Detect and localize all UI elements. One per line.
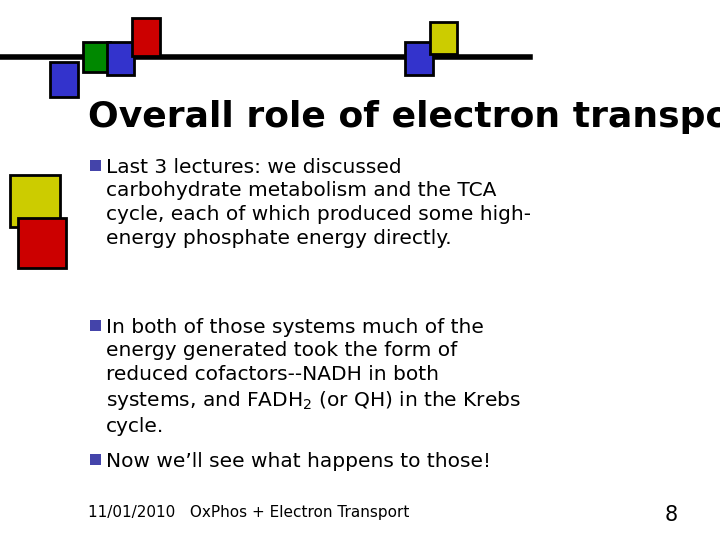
Bar (90, 454, 101, 465)
Text: Overall role of electron transport: Overall role of electron transport (88, 100, 720, 134)
Bar (90, 160, 101, 171)
Bar (107, 42, 134, 75)
Text: 8: 8 (665, 505, 678, 525)
Bar (430, 22, 457, 54)
Text: Now we’ll see what happens to those!: Now we’ll see what happens to those! (106, 452, 491, 471)
Bar (405, 42, 433, 75)
Bar (50, 62, 78, 97)
Text: 11/01/2010   OxPhos + Electron Transport: 11/01/2010 OxPhos + Electron Transport (88, 505, 410, 520)
Text: In both of those systems much of the
energy generated took the form of
reduced c: In both of those systems much of the ene… (106, 318, 521, 436)
Text: Last 3 lectures: we discussed
carbohydrate metabolism and the TCA
cycle, each of: Last 3 lectures: we discussed carbohydra… (106, 158, 531, 247)
Bar (10, 175, 60, 227)
Bar (18, 218, 66, 268)
Bar (132, 18, 160, 56)
Bar (83, 42, 110, 72)
Bar (90, 320, 101, 331)
